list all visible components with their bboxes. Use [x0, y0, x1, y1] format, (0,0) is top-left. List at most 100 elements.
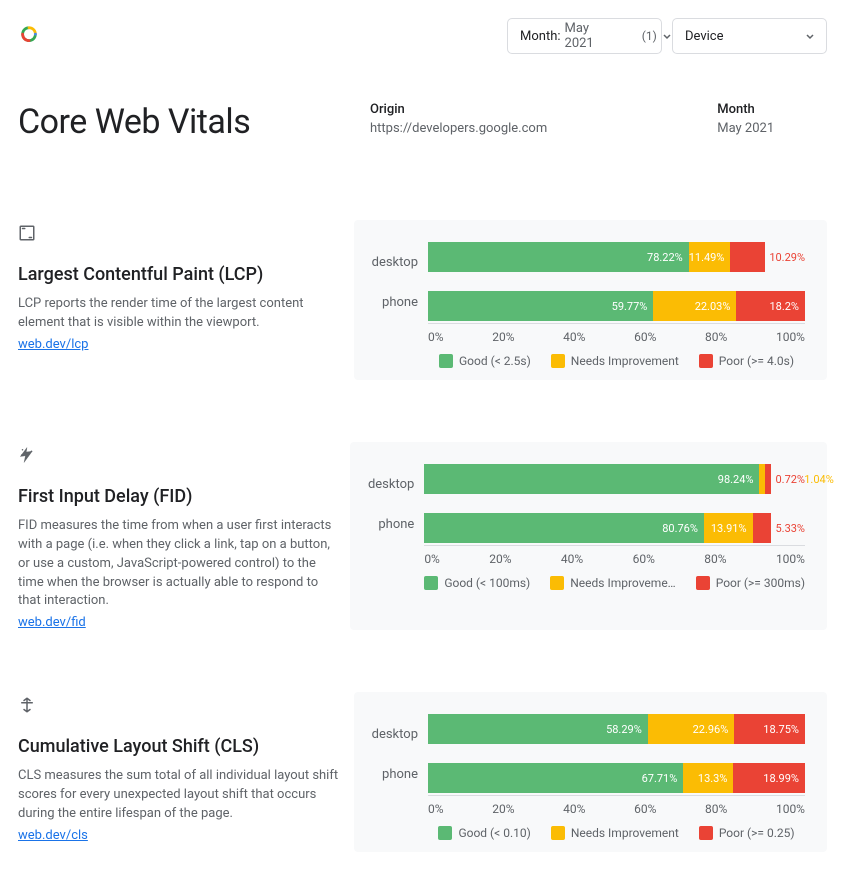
cls-link[interactable]: web.dev/cls — [18, 828, 88, 843]
lcp-desc: LCP reports the render time of the large… — [18, 295, 342, 333]
month-filter-value: May 2021 — [565, 21, 594, 51]
cls-x-axis: 0%20%40%60%80%100% — [428, 795, 805, 816]
cls-desc: CLS measures the sum total of all indivi… — [18, 767, 342, 824]
x-tick: 0% — [428, 330, 444, 344]
page-title: Core Web Vitals — [18, 102, 358, 142]
cls-needs-seg: 22.96% — [648, 714, 735, 744]
cls-title: Cumulative Layout Shift (CLS) — [18, 736, 342, 757]
fid-needs-seg: 13.91% — [704, 513, 753, 543]
month-filter-label: Month: — [520, 29, 561, 44]
lcp-needs-seg: 11.49% — [689, 242, 731, 272]
lcp-poor-seg: 18.2% — [736, 291, 805, 321]
cls-icon — [18, 696, 342, 718]
legend-swatch-poor — [699, 354, 713, 368]
month-filter-count: (1) — [594, 29, 657, 43]
legend-text-needs: Needs Improveme… — [570, 576, 675, 590]
fid-row-label: desktop — [364, 477, 414, 492]
legend-swatch-good — [424, 576, 438, 590]
cls-row-label: phone — [368, 767, 418, 782]
legend-text-needs: Needs Improvement — [571, 826, 679, 840]
logo — [18, 25, 40, 47]
fid-needs-label-outside: 1.04% — [800, 464, 834, 494]
x-tick: 60% — [634, 802, 656, 816]
x-tick: 100% — [776, 330, 805, 344]
x-tick: 40% — [563, 330, 585, 344]
lcp-bar-row: 78.22%11.49%10.29% — [428, 242, 805, 272]
legend-text-poor: Poor (>= 300ms) — [716, 576, 805, 590]
x-tick: 20% — [489, 552, 511, 566]
legend-swatch-poor — [696, 576, 710, 590]
device-filter-label: Device — [685, 29, 724, 44]
metric-fid: First Input Delay (FID) FID measures the … — [18, 442, 827, 630]
x-tick: 20% — [492, 330, 514, 344]
x-tick: 80% — [705, 330, 727, 344]
lcp-x-axis: 0% 20% 40% 60% 80% 100% — [428, 323, 805, 344]
legend-swatch-needs — [550, 576, 564, 590]
origin-label: Origin — [370, 102, 547, 117]
month-label: Month — [717, 102, 774, 117]
legend-item-good: Good (< 2.5s) — [439, 354, 531, 368]
x-tick: 20% — [492, 802, 514, 816]
fid-icon — [18, 446, 338, 468]
lcp-link[interactable]: web.dev/lcp — [18, 337, 88, 352]
x-tick: 80% — [705, 802, 727, 816]
lcp-good-seg: 59.77% — [428, 291, 653, 321]
x-tick: 100% — [776, 802, 805, 816]
fid-desc: FID measures the time from when a user f… — [18, 517, 338, 611]
caret-down-icon — [663, 29, 671, 44]
fid-title: First Input Delay (FID) — [18, 486, 338, 507]
origin-value: https://developers.google.com — [370, 121, 547, 136]
x-tick: 0% — [428, 802, 444, 816]
legend-text-good: Good (< 0.10) — [458, 826, 530, 840]
lcp-legend: Good (< 2.5s) Needs Improvement Poor (>= 4… — [428, 354, 805, 368]
legend-text-poor: Poor (>= 0.25) — [719, 826, 795, 840]
lcp-poor-seg — [730, 242, 765, 272]
cls-row-label: desktop — [368, 727, 418, 742]
fid-link[interactable]: web.dev/fid — [18, 615, 86, 630]
fid-bar-row: 98.24%1.04%0.72% — [424, 464, 805, 494]
device-filter[interactable]: Device — [672, 18, 827, 54]
x-tick: 100% — [776, 552, 805, 566]
legend-item-needs: Needs Improveme… — [550, 576, 675, 590]
x-tick: 60% — [634, 330, 656, 344]
legend-text-poor: Poor (>= 4.0s) — [719, 354, 794, 368]
x-tick: 60% — [633, 552, 655, 566]
metric-cls: Cumulative Layout Shift (CLS) CLS measure… — [18, 692, 827, 852]
lcp-row-label: phone — [368, 295, 418, 310]
fid-poor-seg — [753, 513, 772, 543]
fid-poor-label-outside: 5.33% — [771, 513, 805, 543]
cls-chart: desktop phone 58.29%22.96%18.75% 67.71%13.3… — [354, 692, 827, 852]
month-value: May 2021 — [717, 121, 774, 136]
cls-bar-row: 58.29%22.96%18.75% — [428, 714, 805, 744]
lcp-row-label: desktop — [368, 255, 418, 270]
legend-item-poor: Poor (>= 300ms) — [696, 576, 805, 590]
legend-item-needs: Needs Improvement — [551, 354, 679, 368]
metric-lcp: Largest Contentful Paint (LCP)LCP report… — [18, 220, 827, 380]
legend-item-poor: Poor (>= 4.0s) — [699, 354, 794, 368]
cls-poor-seg: 18.99% — [733, 763, 805, 793]
legend-swatch-needs — [551, 354, 565, 368]
x-tick: 80% — [704, 552, 726, 566]
legend-item-good: Good (< 0.10) — [438, 826, 530, 840]
legend-swatch-poor — [699, 826, 713, 840]
cls-legend: Good (< 0.10) Needs Improvement Poor (>= 0… — [428, 826, 805, 840]
legend-swatch-needs — [551, 826, 565, 840]
fid-x-axis: 0%20%40%60%80%100% — [424, 545, 805, 566]
month-filter[interactable]: Month: May 2021 (1) — [507, 18, 662, 54]
cls-good-seg: 67.71% — [428, 763, 683, 793]
cls-needs-seg: 13.3% — [683, 763, 733, 793]
legend-text-good: Good (< 100ms) — [444, 576, 530, 590]
legend-item-poor: Poor (>= 0.25) — [699, 826, 795, 840]
lcp-good-seg: 78.22% — [428, 242, 689, 272]
legend-swatch-good — [438, 826, 452, 840]
legend-text-needs: Needs Improvement — [571, 354, 679, 368]
fid-good-seg: 98.24% — [424, 464, 759, 494]
fid-bar-row: 80.76%13.91% 5.33% — [424, 513, 805, 543]
fid-good-seg: 80.76% — [424, 513, 704, 543]
lcp-icon — [18, 224, 342, 246]
lcp-bar-row: 59.77%22.03%18.2% — [428, 291, 805, 321]
legend-item-needs: Needs Improvement — [551, 826, 679, 840]
legend-text-good: Good (< 2.5s) — [459, 354, 531, 368]
lcp-needs-seg: 22.03% — [653, 291, 736, 321]
month-meta: Month May 2021 — [717, 102, 774, 142]
